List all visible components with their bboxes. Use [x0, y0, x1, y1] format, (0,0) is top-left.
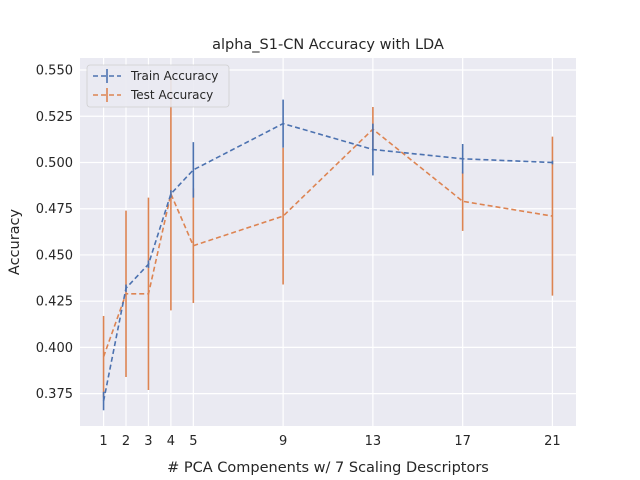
tick-labels: 1 2 3 4 5 9 13 17 21 0.375 0.400 0.425 0.450 0.475 0.5… [36, 64, 561, 449]
y-axis-title: Accuracy [7, 208, 23, 275]
legend-label-train: Train Accuracy [130, 69, 218, 83]
x-tick-label-5: 9 [279, 434, 287, 449]
x-tick-label-2: 3 [144, 434, 152, 449]
y-tick-label-0: 0.375 [36, 387, 73, 402]
legend-entry-train: Train Accuracy [93, 69, 218, 83]
y-tick-label-3: 0.450 [36, 248, 73, 263]
x-tick-label-7: 17 [454, 434, 471, 449]
legend-entry-test: Test Accuracy [93, 88, 213, 102]
y-tick-label-4: 0.475 [36, 202, 73, 217]
x-tick-label-3: 4 [167, 434, 175, 449]
y-tick-label-6: 0.525 [36, 110, 73, 125]
y-tick-label-2: 0.425 [36, 295, 73, 310]
plot-background [80, 58, 576, 426]
y-tick-label-5: 0.500 [36, 156, 73, 171]
chart-title: alpha_S1-CN Accuracy with LDA [212, 37, 444, 53]
x-tick-label-1: 2 [122, 434, 130, 449]
x-tick-label-0: 1 [99, 434, 107, 449]
y-tick-label-1: 0.400 [36, 341, 73, 356]
x-tick-label-8: 21 [544, 434, 561, 449]
x-tick-label-4: 5 [189, 434, 197, 449]
legend-label-test: Test Accuracy [130, 88, 213, 102]
series-layer [102, 77, 554, 411]
legend-box [86, 64, 230, 108]
series-0 [102, 99, 554, 411]
x-axis-title: # PCA Compenents w/ 7 Scaling Descriptor… [167, 460, 489, 476]
x-tick-label-6: 13 [365, 434, 382, 449]
y-tick-label-7: 0.550 [36, 64, 73, 79]
legend: Train Accuracy Test Accuracy [86, 64, 230, 108]
